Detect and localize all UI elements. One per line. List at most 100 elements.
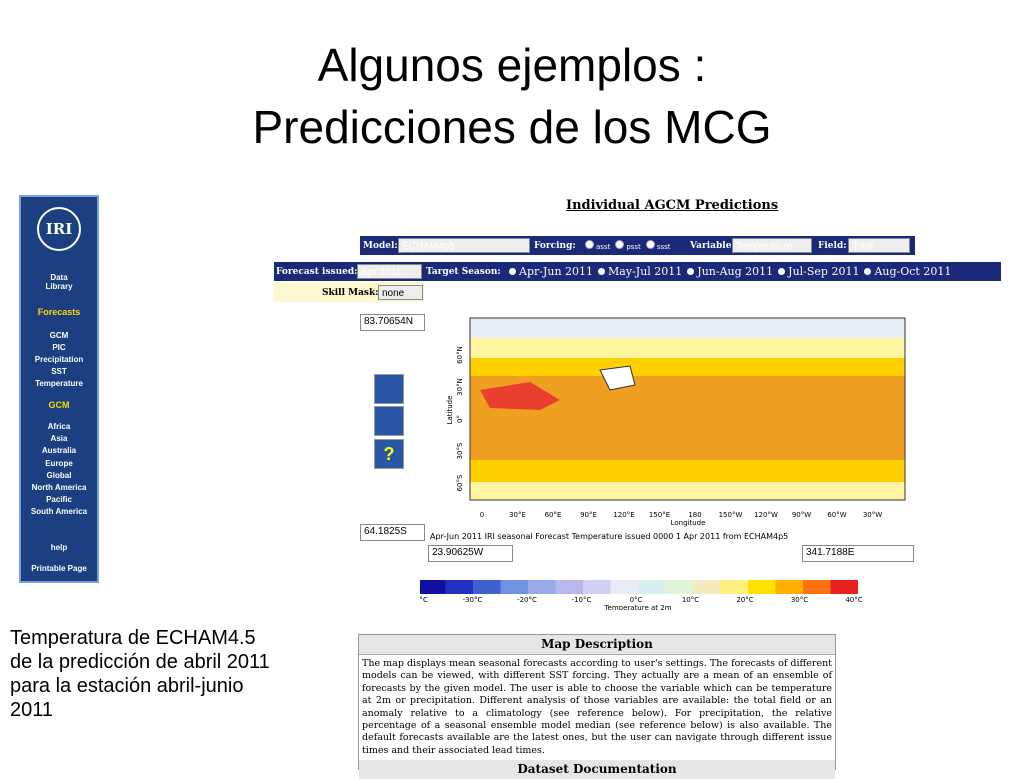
select[interactable]: none [378, 285, 423, 300]
nav-item[interactable]: North America [31, 483, 87, 492]
select[interactable]: Apr 2011 [357, 264, 422, 279]
box-title: Map Description [359, 635, 835, 655]
colorbar-cell [473, 580, 501, 594]
axis-label: -20°C [517, 596, 537, 604]
nav-item[interactable]: PIC [52, 343, 66, 352]
radio[interactable] [585, 240, 594, 249]
toolbar: Model: ECHAM4p5 Forcing: asst psst ssst Va… [360, 236, 915, 255]
select[interactable]: Temperature [732, 238, 812, 253]
nav-item[interactable]: GCM [48, 400, 70, 410]
nav-item[interactable]: Temperature [35, 379, 83, 388]
colorbar-cell [583, 580, 611, 594]
box-title: Dataset Documentation [359, 760, 835, 779]
axis-label: Latitude [446, 396, 454, 425]
axis-label: 150°W [719, 511, 743, 519]
input[interactable]: 83.70654N [360, 314, 425, 331]
heading: Individual AGCM Predictions [566, 198, 779, 213]
colorbar-cell [665, 580, 693, 594]
radio-label: May-Jul 2011 [608, 265, 683, 278]
nav-item[interactable]: Precipitation [34, 355, 84, 364]
caption-line: de la predicción de abril 2011 [10, 651, 270, 673]
nav-item[interactable]: Pacific [46, 495, 72, 504]
toolbar: Skill Mask: none [274, 282, 424, 302]
radio-label: Jun-Aug 2011 [697, 265, 774, 278]
expand-button[interactable] [374, 406, 404, 436]
input[interactable]: 23.90625W [428, 545, 513, 562]
colorbar-cell [720, 580, 748, 594]
axis-label: 60°W [827, 511, 846, 519]
axis-label: 40°C [845, 596, 862, 604]
select[interactable]: Total [848, 238, 910, 253]
box-text: The map displays mean seasonal forecasts… [362, 658, 832, 756]
axis-label: Longitude [671, 519, 706, 527]
nav-item[interactable]: Australia [41, 446, 77, 455]
nav-item[interactable]: SST [51, 367, 67, 376]
nav-item[interactable]: Africa [47, 422, 71, 431]
caption-line: 2011 [10, 699, 54, 721]
axis-label: 30°N [456, 378, 464, 396]
radio-label: asst [596, 243, 611, 251]
axis-label: 30°E [509, 511, 526, 519]
colorbar-cell [803, 580, 831, 594]
nav-item[interactable]: Asia [50, 434, 68, 443]
select[interactable]: ECHAM4p5 [398, 238, 530, 253]
axis-label: 0°C [630, 596, 643, 604]
colorbar-cell [528, 580, 556, 594]
axis-label: Temperature at 2m [603, 604, 671, 610]
radio[interactable] [509, 268, 516, 275]
nav-item[interactable]: Europe [45, 459, 73, 468]
label: Skill Mask: [322, 288, 379, 298]
input[interactable]: 64.1825S [360, 524, 425, 541]
radio[interactable] [645, 240, 655, 249]
axis-label: 60°E [545, 511, 562, 519]
label: Model: [363, 241, 398, 251]
radio[interactable] [598, 268, 606, 275]
sidebar: IRI Data Library Forecasts GCM PIC Precipita… [19, 195, 99, 583]
axis-label: 10°C [682, 596, 699, 604]
nav-item[interactable]: Data Library [45, 273, 73, 291]
axis-label: 60°N [456, 346, 464, 364]
radio[interactable] [687, 268, 695, 275]
map-frame [469, 317, 906, 501]
map: 60°N 30°N 0° 30°S 60°S 0 30°E 60°E 90°E 120°E 150°… [420, 317, 906, 610]
colorbar-cell [420, 580, 446, 594]
toolbar: Forecast issued: Apr 2011 Target Season:… [274, 262, 1001, 281]
band [470, 338, 905, 358]
nav-item[interactable]: South America [30, 507, 88, 516]
axis-label: 150°E [649, 511, 670, 519]
axis-label: 60°S [456, 474, 464, 491]
input[interactable]: 341.7188E [802, 545, 914, 562]
radio[interactable] [864, 268, 872, 275]
title: Predicciones de los MCG [252, 101, 772, 153]
radio-label: Apr-Jun 2011 [519, 265, 594, 278]
radio[interactable] [778, 268, 786, 275]
axis-label: 30°W [863, 511, 882, 519]
map-caption: Apr-Jun 2011 IRI seasonal Forecast Tempe… [430, 532, 789, 541]
colorbar-cell [775, 580, 803, 594]
caption-line: para la estación abril-junio [10, 675, 244, 697]
colorbar-cell [445, 580, 473, 594]
label: Forecast issued: [276, 267, 358, 277]
radio-label: ssst [656, 243, 671, 251]
nav-item[interactable]: GCM [49, 331, 69, 340]
label: Field: [818, 241, 847, 251]
colorbar-cell [748, 580, 776, 594]
reload-button[interactable] [374, 374, 404, 404]
axis-label: -30°C [463, 596, 483, 604]
nav-item[interactable]: Global [46, 471, 72, 480]
help-button[interactable]: ? [374, 439, 404, 469]
axis-label: 0° [456, 415, 464, 423]
colorbar-cell [500, 580, 528, 594]
colorbar-cell [693, 580, 721, 594]
radio[interactable] [615, 240, 625, 249]
band [470, 318, 905, 338]
nav-item[interactable]: Printable Page [31, 564, 87, 573]
logo: IRI [37, 207, 81, 251]
nav-item[interactable]: Forecasts [37, 307, 81, 317]
axis-label: 90°W [792, 511, 811, 519]
axis-label: 180 [688, 511, 701, 519]
axis-label: 30°C [791, 596, 808, 604]
axis-label: 120°E [613, 511, 634, 519]
nav-item[interactable]: help [50, 543, 68, 552]
